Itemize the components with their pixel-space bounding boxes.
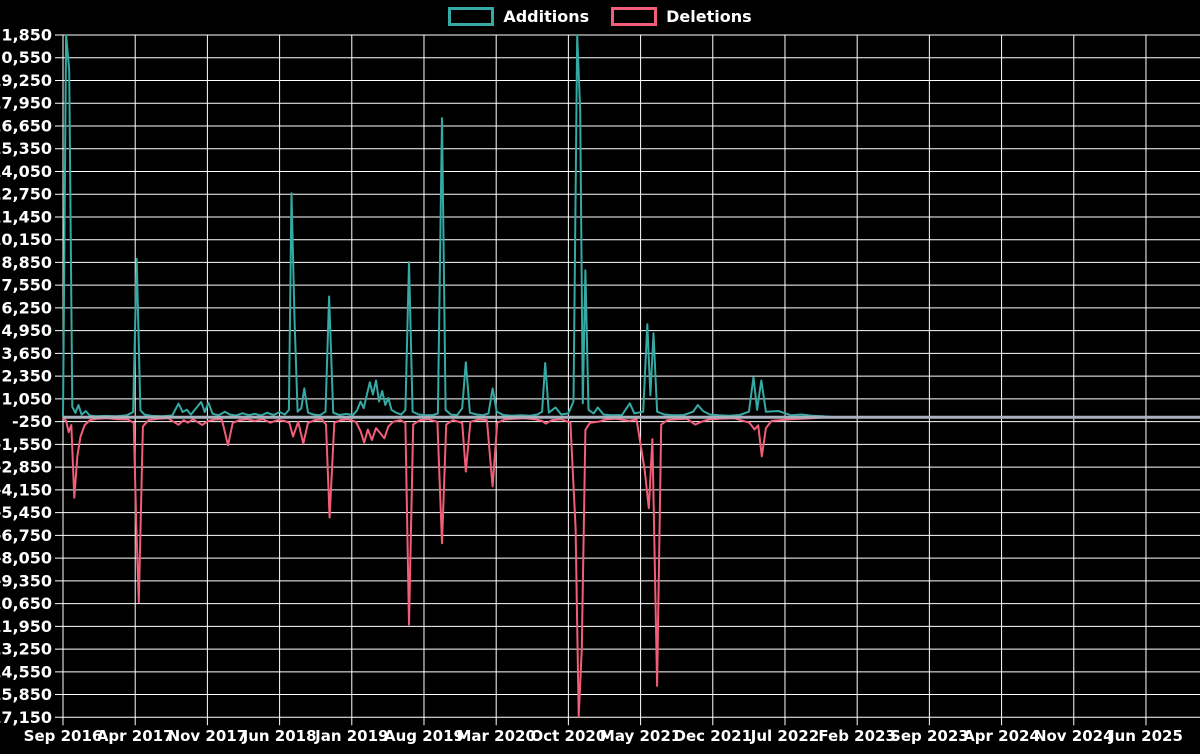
y-tick-label: 10,150 — [0, 230, 52, 249]
y-tick-label: 14,050 — [0, 162, 52, 181]
x-tick-label: Jun 2018 — [242, 727, 317, 745]
x-tick-label: Mar 2020 — [456, 727, 535, 745]
y-tick-label: 6,250 — [1, 298, 52, 317]
x-tick-label: Jun 2025 — [1108, 727, 1183, 745]
x-tick-label: Nov 2017 — [168, 727, 248, 745]
x-tick-label: Nov 2024 — [1034, 727, 1114, 745]
x-tick-label: May 2021 — [600, 727, 681, 745]
y-tick-label: 16,650 — [0, 116, 52, 135]
additions-line — [62, 34, 1200, 419]
x-tick-label: Sep 2023 — [890, 727, 969, 745]
legend-item-additions[interactable]: Additions — [448, 7, 589, 26]
y-tick-label: 7,550 — [1, 276, 52, 295]
y-tick-label: 20,550 — [0, 48, 52, 67]
legend-label-deletions: Deletions — [666, 6, 752, 26]
y-tick-label: -13,250 — [0, 640, 52, 659]
y-tick-label: -9,350 — [0, 571, 52, 590]
x-tick-label: Jul 2022 — [750, 727, 819, 745]
legend-item-deletions[interactable]: Deletions — [611, 7, 752, 26]
x-tick-label: Apr 2017 — [97, 727, 174, 745]
x-tick-label: Sep 2016 — [24, 727, 103, 745]
y-tick-label: 21,850 — [0, 26, 52, 45]
y-tick-label: -1,550 — [0, 435, 52, 454]
y-tick-label: -5,450 — [0, 503, 52, 522]
x-tick-label: Apr 2024 — [963, 727, 1040, 745]
y-tick-label: 19,250 — [0, 71, 52, 90]
y-tick-label: 4,950 — [1, 321, 52, 340]
y-tick-label: -14,550 — [0, 662, 52, 681]
chart-legend: Additions Deletions — [0, 7, 1200, 26]
x-tick-label: Jan 2019 — [314, 727, 388, 745]
x-tick-label: Dec 2021 — [674, 727, 753, 745]
y-tick-label: -10,650 — [0, 594, 52, 613]
y-tick-label: 12,750 — [0, 185, 52, 204]
deletions-line — [62, 416, 1200, 718]
y-tick-label: 17,950 — [0, 94, 52, 113]
y-tick-label: -15,850 — [0, 685, 52, 704]
y-tick-label: 11,450 — [0, 207, 52, 226]
y-tick-label: 8,850 — [1, 253, 52, 272]
y-tick-label: 2,350 — [1, 367, 52, 386]
legend-label-additions: Additions — [503, 6, 590, 26]
y-tick-label: -8,050 — [0, 549, 52, 568]
y-tick-label: -17,150 — [0, 708, 52, 727]
y-tick-label: -250 — [12, 412, 52, 431]
y-tick-label: -6,750 — [0, 526, 52, 545]
x-tick-label: Oct 2020 — [530, 727, 606, 745]
additions-swatch-icon — [448, 7, 495, 26]
y-tick-label: 3,650 — [1, 344, 52, 363]
deletions-swatch-icon — [611, 7, 658, 26]
x-tick-label: Aug 2019 — [384, 727, 464, 745]
y-tick-label: -4,150 — [0, 480, 52, 499]
y-tick-label: 15,350 — [0, 139, 52, 158]
y-tick-label: 1,050 — [1, 389, 52, 408]
x-tick-label: Feb 2023 — [818, 727, 896, 745]
y-tick-label: -2,850 — [0, 458, 52, 477]
y-tick-label: -11,950 — [0, 617, 52, 636]
